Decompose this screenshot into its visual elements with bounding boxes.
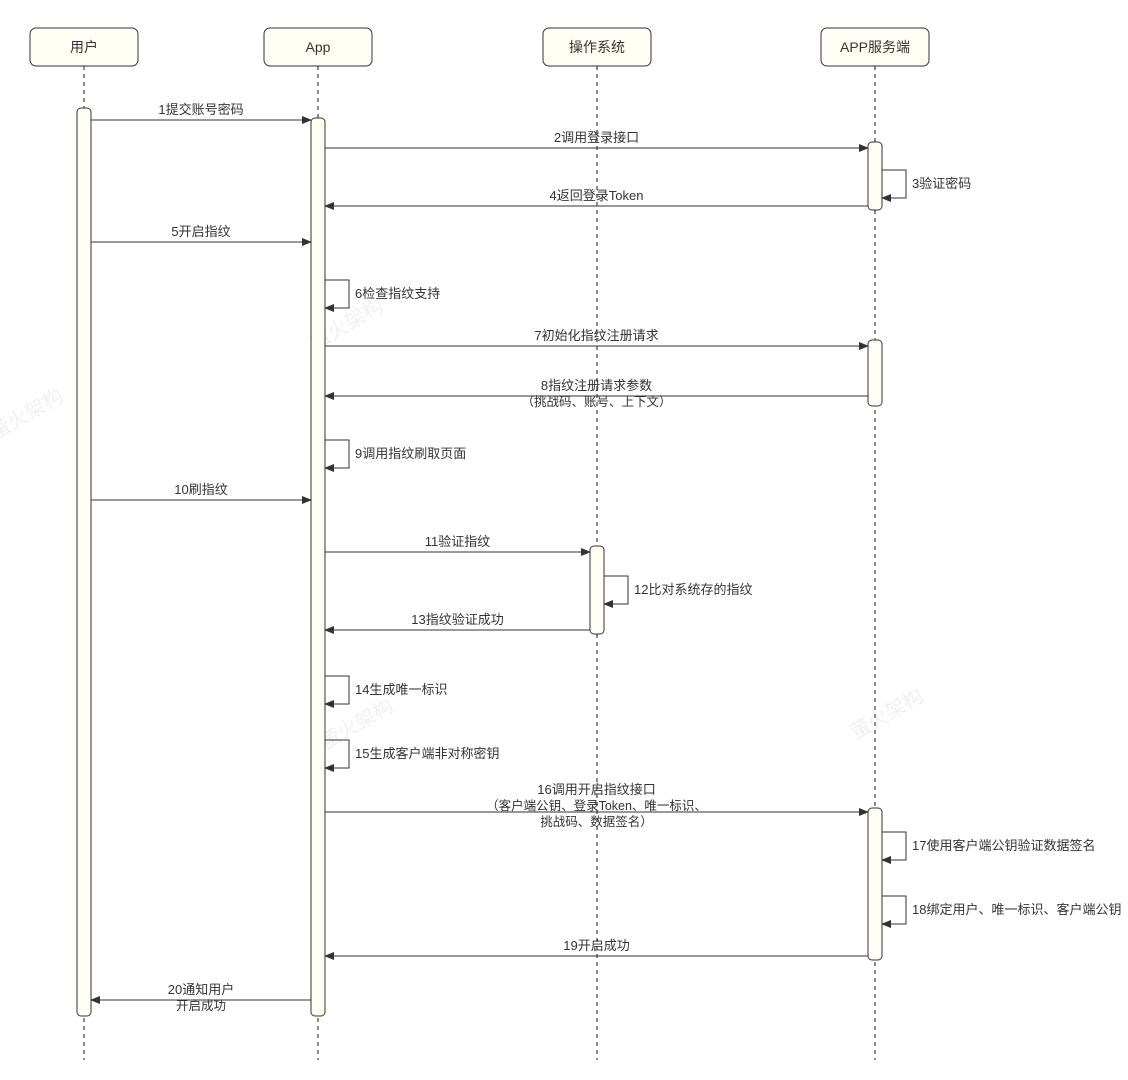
- msg-label-11: 11验证指纹: [425, 534, 491, 549]
- msg-label-16-3: 挑战码、数据签名）: [540, 814, 653, 829]
- msg-label-8: 8指纹注册请求参数: [541, 378, 652, 393]
- msg-label-16-2: （客户端公钥、登录Token、唯一标识、: [486, 798, 707, 813]
- msg-label-7: 7初始化指纹注册请求: [534, 328, 658, 343]
- activation-os-4: [590, 546, 604, 634]
- self-msg-6: [325, 280, 349, 308]
- msg-label-16: 16调用开启指纹接口: [537, 782, 655, 797]
- msg-label-8-2: （挑战码、账号、上下文）: [521, 394, 671, 409]
- sequence-diagram: 萤火架构萤火架构萤火架构萤火架构用户App操作系统APP服务端1提交账号密码2调…: [0, 0, 1128, 1080]
- msg-label-6: 6检查指纹支持: [355, 286, 440, 301]
- msg-label-12: 12比对系统存的指纹: [634, 582, 752, 597]
- activation-server-5: [868, 808, 882, 960]
- self-msg-3: [882, 170, 906, 198]
- participant-label-os: 操作系统: [569, 39, 625, 55]
- msg-label-3: 3验证密码: [912, 176, 971, 191]
- msg-label-17: 17使用客户端公钥验证数据签名: [912, 838, 1095, 853]
- participant-label-server: APP服务端: [840, 39, 910, 55]
- msg-label-20: 20通知用户: [168, 982, 234, 997]
- msg-label-10: 10刷指纹: [174, 482, 227, 497]
- participant-label-user: 用户: [70, 39, 98, 55]
- activation-app-1: [311, 118, 325, 1016]
- msg-label-5: 5开启指纹: [171, 224, 230, 239]
- activation-server-3: [868, 340, 882, 406]
- msg-label-2: 2调用登录接口: [554, 130, 639, 145]
- self-msg-12: [604, 576, 628, 604]
- msg-label-1: 1提交账号密码: [158, 102, 243, 117]
- watermark: 萤火架构: [846, 684, 927, 744]
- self-msg-9: [325, 440, 349, 468]
- watermark: 萤火架构: [0, 384, 67, 444]
- msg-label-4: 4返回登录Token: [550, 188, 644, 203]
- msg-label-20-2: 开启成功: [176, 999, 226, 1013]
- msg-label-18: 18绑定用户、唯一标识、客户端公钥: [912, 902, 1121, 917]
- msg-label-14: 14生成唯一标识: [355, 682, 447, 697]
- self-msg-17: [882, 832, 906, 860]
- self-msg-14: [325, 676, 349, 704]
- activation-server-2: [868, 142, 882, 210]
- participant-label-app: App: [306, 39, 331, 55]
- self-msg-18: [882, 896, 906, 924]
- msg-label-15: 15生成客户端非对称密钥: [355, 746, 499, 761]
- msg-label-9: 9调用指纹刷取页面: [355, 446, 466, 461]
- msg-label-19: 19开启成功: [563, 938, 629, 953]
- activation-user-0: [77, 108, 91, 1016]
- msg-label-13: 13指纹验证成功: [411, 612, 503, 627]
